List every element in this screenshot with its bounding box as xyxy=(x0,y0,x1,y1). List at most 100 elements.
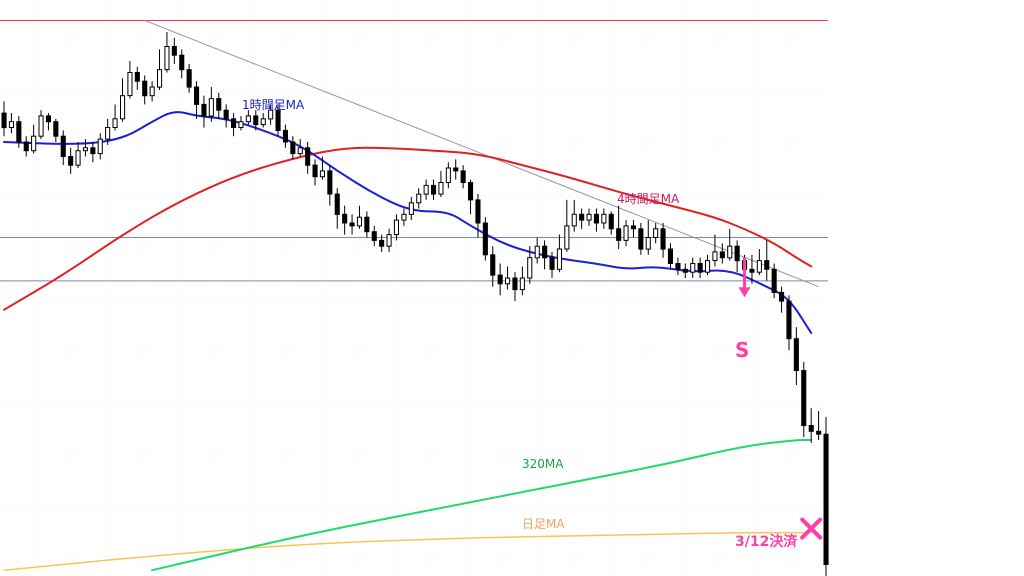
candle xyxy=(216,92,222,119)
candle-body-bullish xyxy=(245,115,251,123)
candle xyxy=(201,95,207,128)
candle xyxy=(334,188,340,229)
candle-body-bullish xyxy=(756,260,762,273)
candle-body-bearish xyxy=(194,86,200,105)
candle-body-bearish xyxy=(549,257,555,270)
ma-4h-line xyxy=(3,146,813,311)
candle-body-bullish xyxy=(571,213,577,227)
candle-body-bearish xyxy=(186,69,192,88)
candle-body-bearish xyxy=(90,147,96,155)
descending-trendline xyxy=(144,20,819,288)
candle-body-bearish xyxy=(579,213,585,221)
candle xyxy=(186,63,192,93)
candle-body-bullish xyxy=(505,277,511,285)
candle-body-bearish xyxy=(216,98,222,111)
candle-body-bullish xyxy=(297,147,303,155)
candle xyxy=(690,257,696,278)
candle xyxy=(697,257,703,278)
candle xyxy=(268,104,274,125)
candle-body-bullish xyxy=(705,260,711,273)
candle xyxy=(512,272,518,302)
candle xyxy=(645,220,651,255)
candle-body-bullish xyxy=(586,213,592,221)
candle-body-bearish xyxy=(142,80,148,97)
candle-body-bearish xyxy=(808,425,814,432)
candle xyxy=(445,162,451,189)
candle xyxy=(727,228,733,261)
candle xyxy=(60,130,66,166)
candle xyxy=(823,416,829,576)
candle xyxy=(416,188,422,209)
candle xyxy=(8,113,14,134)
candle xyxy=(749,254,755,284)
candle-body-bullish xyxy=(416,193,422,204)
candle xyxy=(208,87,214,122)
candle xyxy=(371,225,377,247)
annotations xyxy=(738,257,823,540)
candle xyxy=(786,295,792,351)
candle-body-bearish xyxy=(616,228,622,241)
candle-body-bearish xyxy=(201,103,207,117)
candle xyxy=(460,165,466,189)
candle-body-bearish xyxy=(16,121,22,143)
candle xyxy=(142,75,148,105)
moving-averages xyxy=(3,111,813,572)
candle xyxy=(401,208,407,226)
candle-body-bullish xyxy=(149,86,155,97)
candle xyxy=(23,136,29,157)
candle-body-bullish xyxy=(408,202,414,215)
candle xyxy=(282,124,288,148)
candle-body-bearish xyxy=(786,300,792,340)
candle xyxy=(630,220,637,238)
candle xyxy=(179,49,185,79)
candle-body-bearish xyxy=(253,115,259,126)
candle-body-bearish xyxy=(312,164,318,178)
candle-body-bearish xyxy=(749,268,755,273)
candle-body-bearish xyxy=(801,370,807,427)
candle xyxy=(127,60,133,99)
candle xyxy=(149,81,155,102)
candle-body-bearish xyxy=(349,222,355,227)
candle xyxy=(245,110,251,125)
candle-body-bearish xyxy=(482,222,488,256)
candle xyxy=(719,243,725,264)
candle-body-bearish xyxy=(379,239,385,247)
candle xyxy=(157,49,163,90)
candle xyxy=(519,266,525,296)
candle xyxy=(327,165,333,206)
candle xyxy=(490,246,496,287)
candle-body-bullish xyxy=(556,248,563,270)
candle-body-bullish xyxy=(164,46,170,71)
candle xyxy=(68,147,74,174)
candle-body-bullish xyxy=(564,225,570,250)
ma-4h-label: 4時間足MA xyxy=(617,192,680,206)
candle-body-bullish xyxy=(127,72,133,97)
candle-body-bearish xyxy=(275,109,281,131)
candle-body-bearish xyxy=(171,46,177,56)
candle xyxy=(623,220,629,247)
sell-arrow-head xyxy=(738,287,751,298)
candle-body-bullish xyxy=(601,213,607,224)
candle-body-bearish xyxy=(793,338,799,372)
candle xyxy=(16,115,22,148)
grid xyxy=(0,0,828,576)
ma-1h-line xyxy=(3,111,813,334)
candle-body-bearish xyxy=(334,193,340,215)
candle-body-bullish xyxy=(157,69,163,88)
candle xyxy=(90,141,96,163)
candle-body-bullish xyxy=(645,237,651,250)
candle-body-bullish xyxy=(534,245,540,259)
candle-body-bearish xyxy=(68,156,74,166)
candle-body-bearish xyxy=(179,54,185,71)
candle-body-bearish xyxy=(460,170,466,183)
candle-body-bullish xyxy=(120,95,126,120)
candle xyxy=(53,118,59,142)
candle xyxy=(682,263,688,278)
candle-body-bearish xyxy=(431,184,437,195)
candle xyxy=(231,113,237,137)
candle-body-bullish xyxy=(356,216,362,227)
candle xyxy=(260,113,266,128)
candle-body-bearish xyxy=(682,268,688,273)
candle xyxy=(75,141,81,169)
